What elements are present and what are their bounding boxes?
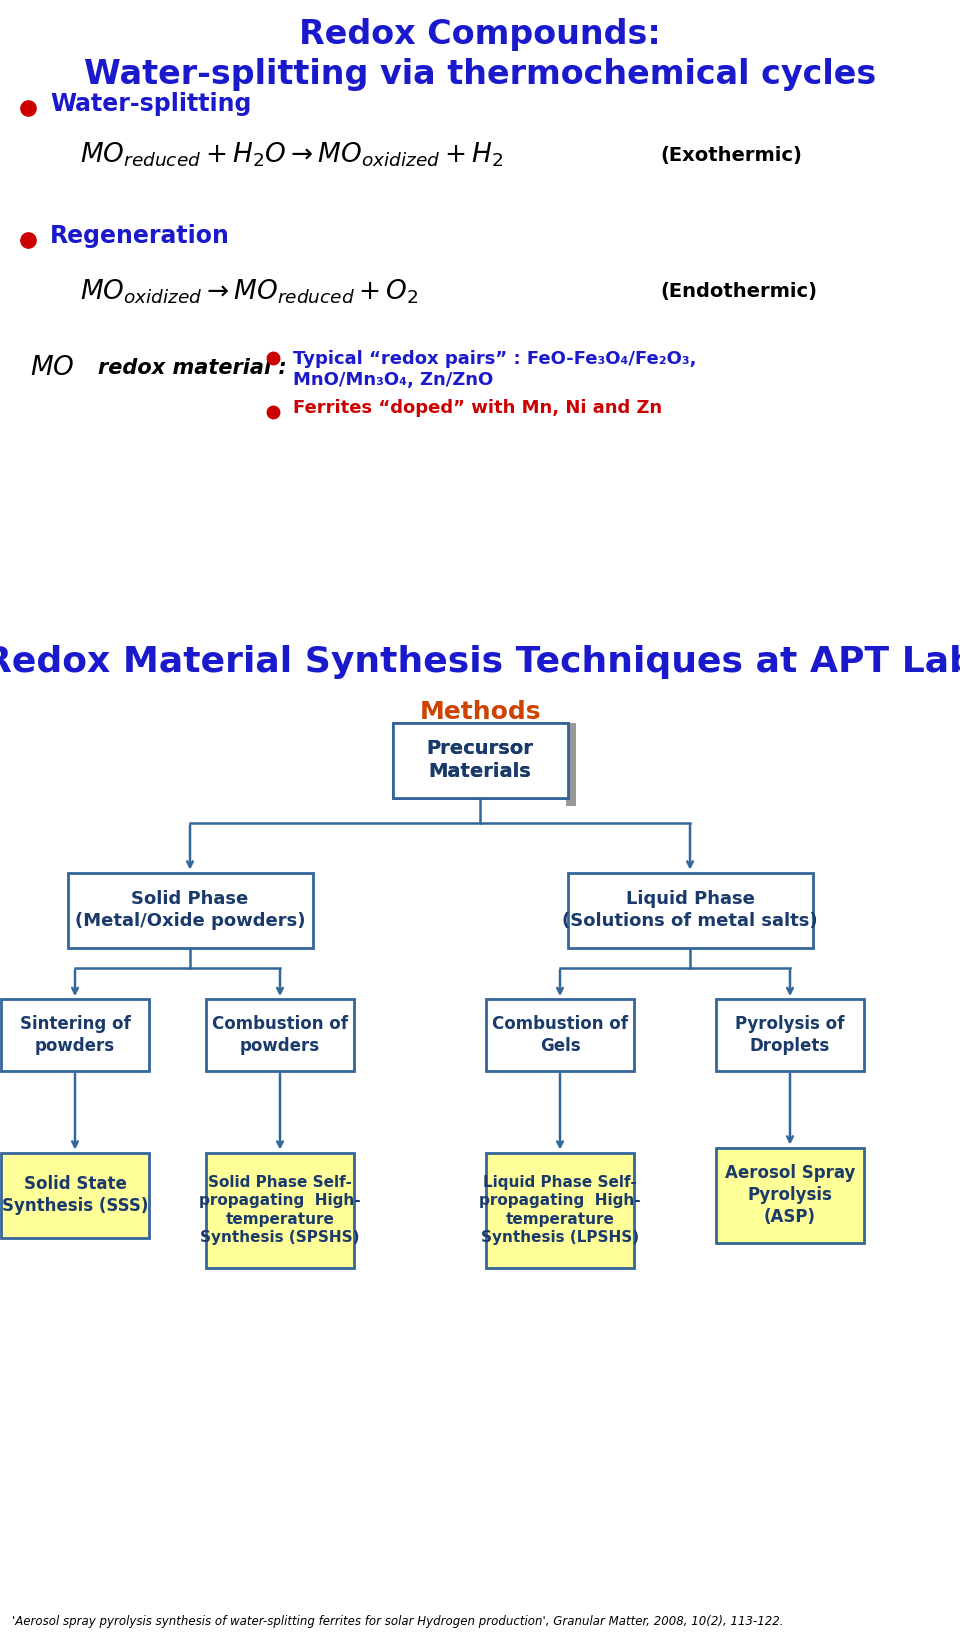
FancyBboxPatch shape bbox=[565, 722, 575, 805]
Text: Precursor
Materials: Precursor Materials bbox=[426, 738, 534, 781]
Text: Sintering of
powders: Sintering of powders bbox=[19, 1015, 131, 1056]
Text: Precursor
Materials: Precursor Materials bbox=[426, 738, 534, 781]
FancyBboxPatch shape bbox=[1, 999, 149, 1071]
Text: Pyrolysis of
Droplets: Pyrolysis of Droplets bbox=[735, 1015, 845, 1056]
FancyBboxPatch shape bbox=[486, 999, 634, 1071]
Text: Solid Phase Self-
propagating  High-
temperature
Synthesis (SPSHS): Solid Phase Self- propagating High- temp… bbox=[199, 1175, 361, 1246]
Text: $\mathit{MO}$: $\mathit{MO}$ bbox=[30, 355, 75, 381]
Text: redox material :: redox material : bbox=[98, 359, 287, 378]
FancyBboxPatch shape bbox=[206, 1152, 354, 1267]
FancyBboxPatch shape bbox=[67, 873, 313, 948]
Text: Ferrites “doped” with Mn, Ni and Zn: Ferrites “doped” with Mn, Ni and Zn bbox=[293, 399, 662, 417]
Text: Water-splitting via thermochemical cycles: Water-splitting via thermochemical cycle… bbox=[84, 57, 876, 92]
Text: Redox Material Synthesis Techniques at APT Lab: Redox Material Synthesis Techniques at A… bbox=[0, 645, 960, 679]
FancyBboxPatch shape bbox=[486, 1152, 634, 1267]
Text: Redox Compounds:: Redox Compounds: bbox=[300, 18, 660, 51]
Text: $\mathit{MO}_{reduced} + \mathit{H_2O} \rightarrow \mathit{MO}_{oxidized} + \mat: $\mathit{MO}_{reduced} + \mathit{H_2O} \… bbox=[80, 141, 503, 169]
Text: $\mathit{MO}_{oxidized} \rightarrow \mathit{MO}_{reduced} + \mathit{O_2}$: $\mathit{MO}_{oxidized} \rightarrow \mat… bbox=[80, 278, 419, 306]
Text: Aerosol Spray
Pyrolysis
(ASP): Aerosol Spray Pyrolysis (ASP) bbox=[725, 1164, 855, 1226]
FancyBboxPatch shape bbox=[716, 999, 864, 1071]
FancyBboxPatch shape bbox=[1, 1152, 149, 1238]
FancyBboxPatch shape bbox=[567, 873, 812, 948]
FancyBboxPatch shape bbox=[393, 722, 567, 797]
Text: Methods: Methods bbox=[420, 701, 540, 724]
FancyBboxPatch shape bbox=[716, 1148, 864, 1242]
Text: Regeneration: Regeneration bbox=[50, 224, 229, 247]
Text: Typical “redox pairs” : FeO-Fe₃O₄/Fe₂O₃,
MnO/Mn₃O₄, Zn/ZnO: Typical “redox pairs” : FeO-Fe₃O₄/Fe₂O₃,… bbox=[293, 350, 697, 390]
Text: (Exothermic): (Exothermic) bbox=[660, 146, 802, 164]
FancyBboxPatch shape bbox=[206, 999, 354, 1071]
Text: 'Aerosol spray pyrolysis synthesis of water-splitting ferrites for solar Hydroge: 'Aerosol spray pyrolysis synthesis of wa… bbox=[12, 1616, 783, 1629]
Text: Water-splitting: Water-splitting bbox=[50, 92, 252, 116]
Text: Combustion of
Gels: Combustion of Gels bbox=[492, 1015, 628, 1056]
Text: (Endothermic): (Endothermic) bbox=[660, 283, 817, 301]
FancyBboxPatch shape bbox=[393, 722, 567, 797]
Text: Combustion of
powders: Combustion of powders bbox=[212, 1015, 348, 1056]
Text: Liquid Phase
(Solutions of metal salts): Liquid Phase (Solutions of metal salts) bbox=[563, 891, 818, 930]
Text: Liquid Phase Self-
propagating  High-
temperature
Synthesis (LPSHS): Liquid Phase Self- propagating High- tem… bbox=[479, 1175, 641, 1246]
Text: Solid Phase
(Metal/Oxide powders): Solid Phase (Metal/Oxide powders) bbox=[75, 891, 305, 930]
Text: Solid State
Synthesis (SSS): Solid State Synthesis (SSS) bbox=[2, 1175, 148, 1215]
